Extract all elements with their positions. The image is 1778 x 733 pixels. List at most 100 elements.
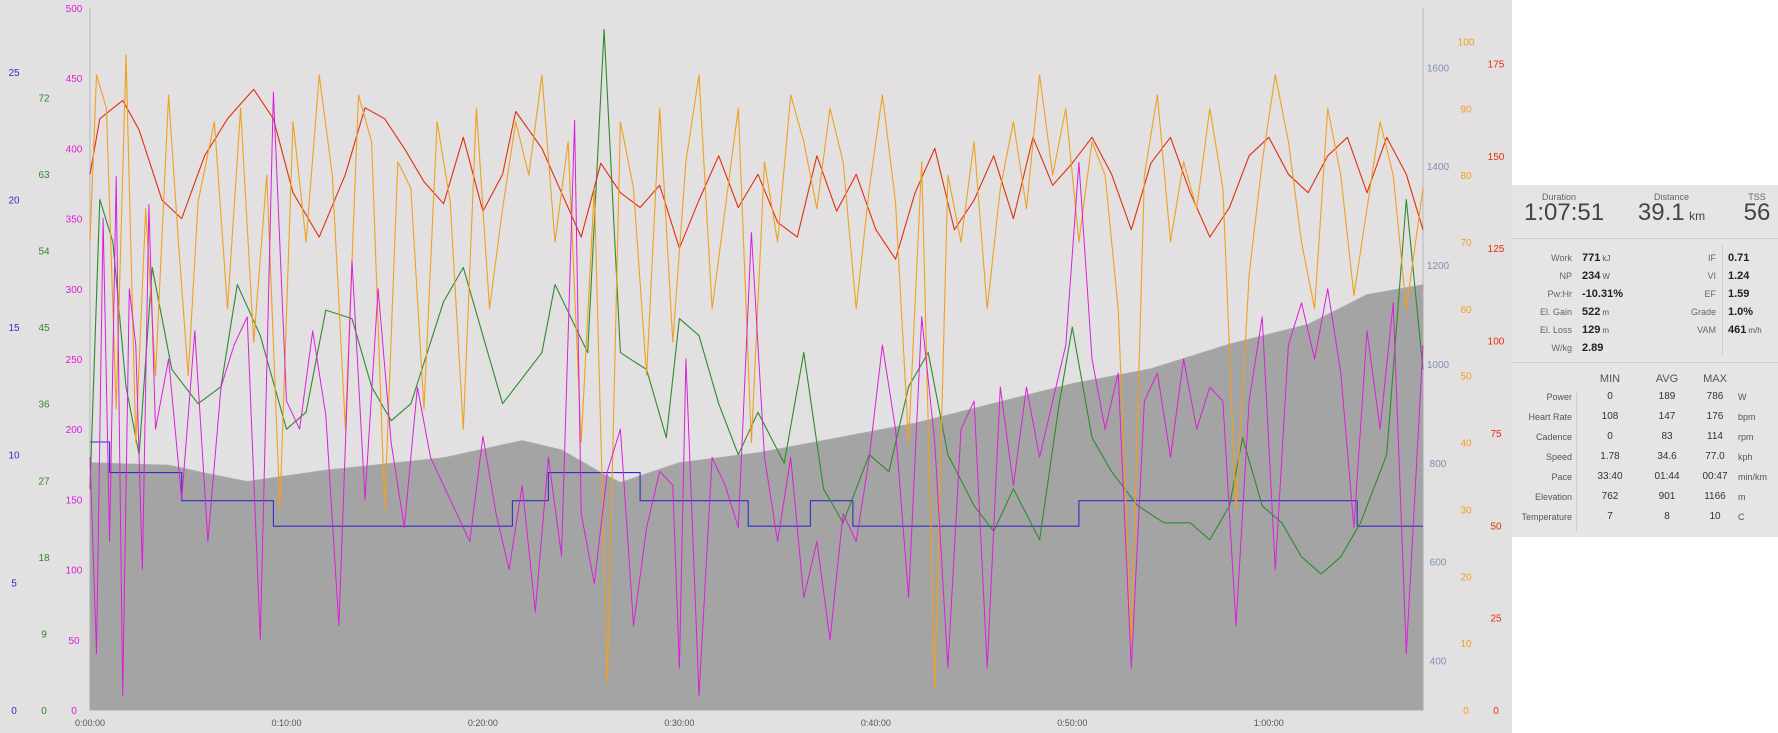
orange-line: [89, 54, 1424, 691]
cell-min: 33:40: [1597, 471, 1623, 482]
power-tick-label: 100: [66, 566, 83, 577]
metric-row-left: W/kg 2.89: [1512, 339, 1712, 357]
chart-panel: 0 5 10 15 20 25 0 9 18 27 36 45 54 63 72 0 50 100 150 200 25…: [0, 0, 1512, 733]
row-unit: C: [1738, 512, 1745, 522]
row-unit: min/km: [1738, 472, 1767, 482]
metric-value-text: 1.24: [1728, 270, 1750, 282]
heart_rate-tick-label: 50: [1490, 521, 1502, 532]
temp_scale-tick-label: 50: [1460, 372, 1472, 383]
metric-value-text: -10.31%: [1582, 288, 1623, 300]
metric-value-text: 1.59: [1728, 288, 1750, 300]
cell-min: 1.78: [1600, 451, 1620, 462]
cell-min: 7: [1607, 511, 1613, 522]
metric-label: W/kg: [1551, 343, 1572, 353]
row-label: Speed: [1545, 452, 1572, 462]
power-tick-label: 400: [66, 144, 83, 155]
time-tick-label: 0:20:00: [468, 718, 498, 728]
metric-label: VI: [1707, 271, 1716, 281]
cell-avg: 189: [1658, 391, 1676, 402]
metric-row-right: EF 1.59: [1652, 285, 1778, 303]
distance-label: Distance: [1653, 192, 1689, 202]
speed-tick-label: 15: [8, 323, 20, 334]
tss-block: TSS 56: [1740, 192, 1774, 225]
speed-line: [90, 441, 1423, 527]
time-tick-label: 0:30:00: [664, 718, 694, 728]
cell-max: 1166: [1704, 491, 1726, 502]
metric-value: -10.31%: [1582, 285, 1623, 303]
stats-panel: Duration 1:07:51 Distance 39.1 km TSS 56…: [1512, 185, 1778, 537]
metric-value: 234 W: [1582, 267, 1610, 286]
metric-value: 522 m: [1582, 303, 1609, 322]
metric-value-text: 522: [1582, 306, 1601, 318]
cell-avg: 901: [1658, 491, 1676, 502]
metric-value: 771 kJ: [1582, 249, 1610, 268]
elevation-tick-label: 800: [1430, 459, 1447, 470]
metric-label: El. Loss: [1539, 325, 1572, 335]
temp_scale-tick-label: 20: [1460, 572, 1472, 583]
metric-value: 1.59: [1728, 285, 1749, 303]
elevation-tick-label: 1000: [1427, 360, 1450, 371]
metric-value: 461 m/h: [1728, 321, 1762, 340]
time-tick-label: 0:10:00: [271, 718, 301, 728]
tss-label: TSS: [1748, 192, 1766, 202]
temp_scale-tick-label: 0: [1463, 706, 1469, 717]
metric-row-left: Pw:Hr -10.31%: [1512, 285, 1712, 303]
metric-row-right: IF 0.71: [1652, 249, 1778, 267]
time-tick-label: 0:40:00: [861, 718, 891, 728]
power-tick-label: 150: [66, 495, 83, 506]
table-row: Temperature 7 8 10 C: [1512, 507, 1778, 527]
row-unit: m: [1738, 492, 1746, 502]
heart_rate-tick-label: 150: [1488, 152, 1505, 163]
heart_rate-line: [89, 88, 1424, 260]
cadence-tick-label: 72: [38, 93, 50, 104]
table-row: Power 0 189 786 W: [1512, 387, 1778, 407]
cadence-tick-label: 18: [38, 553, 50, 564]
metrics-section: Work 771 kJ NP 234 W Pw:Hr -10.31% El. Gain 522 m E…: [1512, 238, 1778, 354]
cell-avg: 147: [1658, 411, 1676, 422]
metric-label: Pw:Hr: [1547, 289, 1573, 299]
elevation-tick-label: 1400: [1427, 162, 1450, 173]
power-tick-label: 250: [66, 355, 83, 366]
cell-avg: 01:44: [1654, 471, 1680, 482]
temp_scale-tick-label: 40: [1460, 439, 1472, 450]
row-unit: kph: [1738, 452, 1753, 462]
metric-value: 1.0%: [1728, 303, 1753, 321]
metric-row-left: El. Loss 129 m: [1512, 321, 1712, 339]
heart_rate-tick-label: 75: [1490, 429, 1502, 440]
cell-max: 176: [1706, 411, 1724, 422]
metric-unit: m/h: [1748, 326, 1762, 335]
row-unit: W: [1738, 392, 1747, 402]
metric-label: NP: [1559, 271, 1572, 281]
cell-min: 0: [1607, 391, 1613, 402]
power-tick-label: 450: [66, 74, 83, 85]
cell-min: 762: [1601, 491, 1619, 502]
heart_rate-tick-label: 175: [1488, 59, 1505, 70]
cell-avg: 34.6: [1657, 451, 1677, 462]
metric-value-text: 2.89: [1582, 342, 1604, 354]
row-unit: bpm: [1738, 412, 1756, 422]
metric-unit: m: [1602, 308, 1610, 317]
table-divider: [1576, 391, 1577, 531]
cadence-tick-label: 63: [38, 170, 50, 181]
metric-value: 0.71: [1728, 249, 1749, 267]
metric-value-text: 461: [1728, 324, 1747, 336]
workout-chart[interactable]: 0510152025091827364554637205010015020025…: [0, 0, 1512, 733]
metric-value-text: 0.71: [1728, 252, 1750, 264]
elevation-tick-label: 400: [1430, 657, 1447, 668]
metric-label: IF: [1708, 253, 1716, 263]
temp_scale-tick-label: 70: [1460, 238, 1472, 249]
temp_scale-tick-label: 100: [1458, 37, 1475, 48]
cell-max: 77.0: [1705, 451, 1725, 462]
metric-label: Work: [1551, 253, 1572, 263]
header-min: MIN: [1599, 373, 1621, 385]
heart_rate-tick-label: 125: [1488, 244, 1505, 255]
metric-value-text: 1.0%: [1728, 306, 1754, 318]
duration-label: Duration: [1541, 192, 1577, 202]
power-tick-label: 200: [66, 425, 83, 436]
distance-block: Distance 39.1 km: [1624, 192, 1719, 225]
temp_scale-tick-label: 90: [1460, 104, 1472, 115]
row-label: Heart Rate: [1528, 412, 1572, 422]
cadence-tick-label: 0: [41, 706, 47, 717]
heart_rate-tick-label: 25: [1490, 614, 1502, 625]
power-tick-label: 350: [66, 215, 83, 226]
